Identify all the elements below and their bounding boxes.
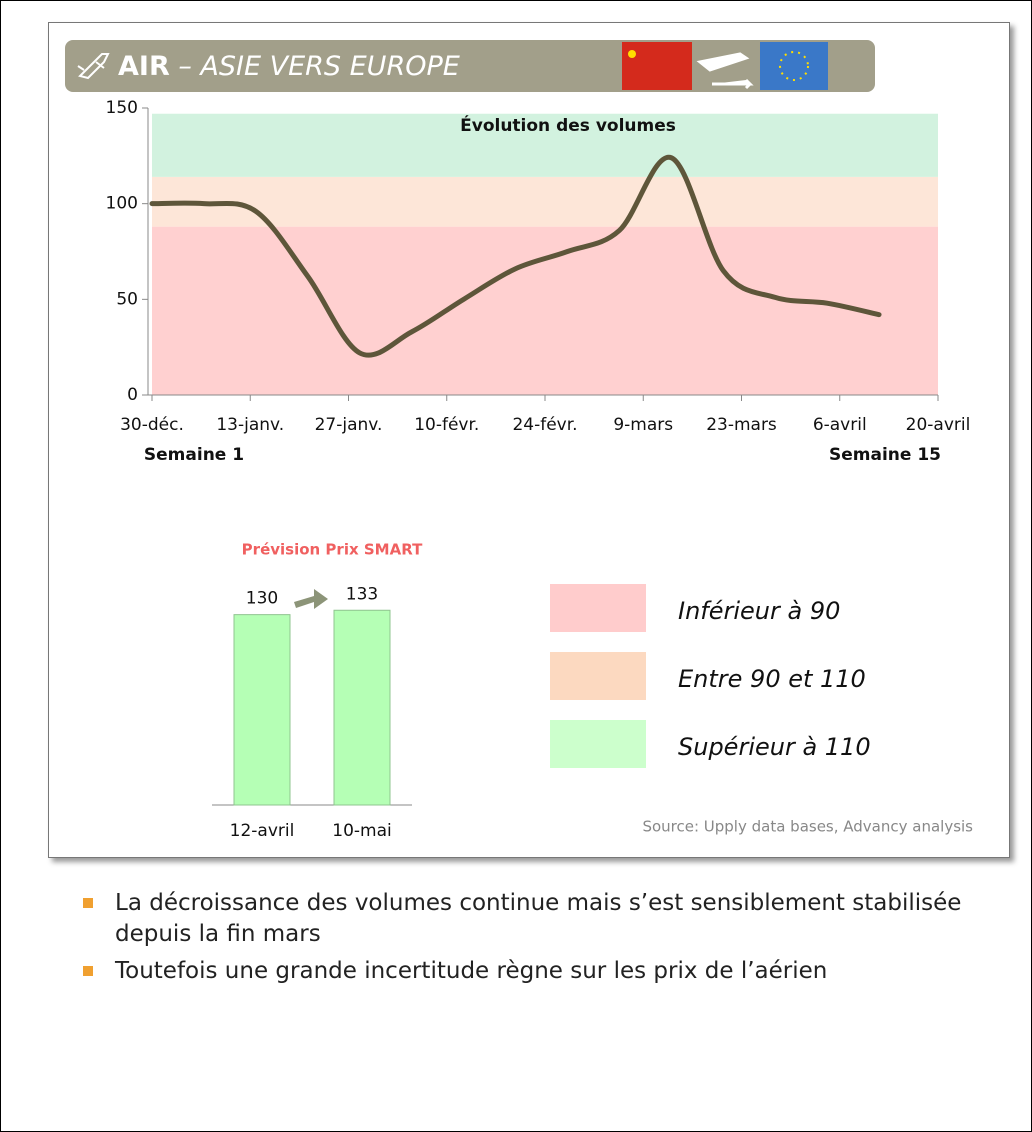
title-rest: – ASIE VERS EUROPE — [170, 51, 460, 82]
x-tick-label: 30-déc. — [120, 415, 184, 435]
legend-label: Supérieur à 110 — [678, 733, 871, 761]
trend-arrow — [294, 589, 328, 609]
band — [152, 226, 938, 395]
header-title: AIR – ASIE VERS EUROPE — [118, 51, 460, 82]
source: Source: Upply data bases, Advancy analys… — [642, 818, 973, 836]
bullet-text: La décroissance des volumes continue mai… — [115, 890, 962, 947]
bullet-text: Toutefois une grande incertitude règne s… — [115, 958, 828, 984]
eu-stars — [779, 51, 809, 81]
band — [152, 176, 938, 227]
y-tick-label: 50 — [116, 289, 138, 309]
y-tick-label: 150 — [106, 98, 138, 118]
line-series — [149, 155, 882, 358]
legend-swatch — [550, 720, 646, 768]
eu-flag — [760, 42, 828, 90]
title-bold: AIR — [118, 51, 170, 82]
china-flag — [622, 42, 692, 90]
legend-label: Entre 90 et 110 — [678, 665, 866, 693]
x-tick-label: 13-janv. — [216, 415, 284, 435]
flag-star — [628, 50, 636, 58]
annotation: Semaine 1 — [144, 445, 244, 465]
bullet: Toutefois une grande incertitude règne s… — [83, 956, 975, 987]
plane-arrow — [696, 52, 754, 90]
y-tick-label: 100 — [106, 194, 138, 214]
bar — [333, 609, 391, 806]
chart-title: Évolution des volumes — [460, 114, 676, 136]
chart-title: Prévision Prix SMART — [242, 541, 423, 559]
bullet: La décroissance des volumes continue mai… — [83, 888, 975, 950]
charts: AIR – ASIE VERS EUROPE 0 50 100 150 30-déc. 1… — [65, 40, 973, 841]
annotation: Semaine 15 — [829, 445, 941, 465]
band — [152, 113, 938, 177]
x-tick-label: 23-mars — [706, 415, 777, 435]
y-tick-label: 0 — [127, 385, 138, 405]
x-tick-label: 6-avril — [813, 415, 867, 435]
x-tick-label: 24-févr. — [512, 415, 577, 435]
legend-swatch — [550, 584, 646, 632]
legend-swatch — [550, 652, 646, 700]
x-tick-label: 10-févr. — [414, 415, 479, 435]
x-tick-label: 12-avril — [230, 821, 295, 841]
bar — [233, 614, 291, 806]
bullet-marker — [83, 966, 93, 976]
value-label: 133 — [346, 584, 378, 604]
x-tick-label: 27-janv. — [315, 415, 383, 435]
value-label: 130 — [246, 589, 278, 609]
plane-icon — [77, 53, 110, 80]
x-tick-label: 10-mai — [332, 821, 391, 841]
legend-label: Inférieur à 90 — [678, 597, 840, 625]
bullet-marker — [83, 898, 93, 908]
x-tick-label: 20-avril — [906, 415, 971, 435]
x-tick-label: 9-mars — [613, 415, 673, 435]
